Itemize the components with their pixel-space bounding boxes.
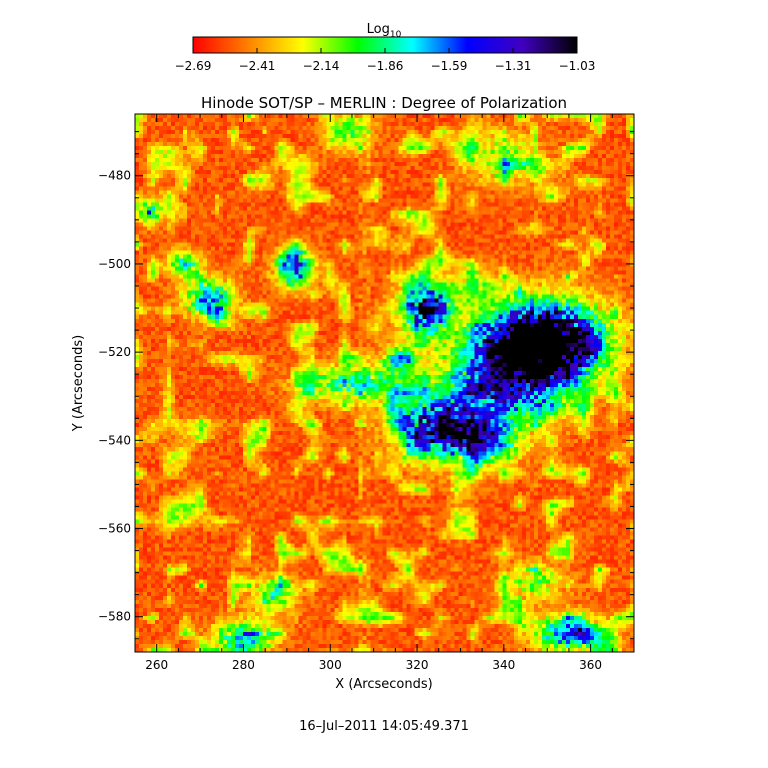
colorbar: Log10 −2.69 −2.41 −2.14 −1.86 −1.59 −1.31 −1.0… <box>175 22 596 73</box>
colorbar-label-subscript: 10 <box>390 30 402 40</box>
chart-title: Hinode SOT/SP – MERLIN : Degree of Polar… <box>201 94 567 112</box>
timestamp: 16–Jul–2011 14:05:49.371 <box>299 719 469 734</box>
colorbar-label: Log10 <box>367 22 402 40</box>
y-tick-label: −500 <box>98 257 131 271</box>
x-tick-label: 340 <box>492 658 515 672</box>
y-axis-label: Y (Arcseconds) <box>71 335 86 432</box>
y-axis: −480 −500 −520 −540 −560 −580 <box>98 131 634 640</box>
plot-area <box>134 113 635 653</box>
colorbar-tick-label: −2.14 <box>303 59 340 73</box>
x-tick-label: 280 <box>232 658 255 672</box>
x-tick-label: 300 <box>319 658 342 672</box>
x-axis: 260 280 300 320 340 360 <box>134 114 635 672</box>
colorbar-tick-label: −1.31 <box>495 59 532 73</box>
x-axis-label: X (Arcseconds) <box>335 677 432 692</box>
y-tick-label: −540 <box>98 433 131 447</box>
y-tick-label: −520 <box>98 345 131 359</box>
y-tick-label: −560 <box>98 522 131 536</box>
colorbar-tick-label: −1.03 <box>559 59 596 73</box>
colorbar-tick-label: −1.86 <box>367 59 404 73</box>
colorbar-tick-label: −2.69 <box>175 59 212 73</box>
x-tick-label: 360 <box>579 658 602 672</box>
x-tick-label: 320 <box>406 658 429 672</box>
x-tick-label: 260 <box>145 658 168 672</box>
colorbar-ticks: −2.69 −2.41 −2.14 −1.86 −1.59 −1.31 −1.03 <box>175 48 596 73</box>
colorbar-tick-label: −1.59 <box>431 59 468 73</box>
plot-frame <box>134 113 635 653</box>
heatmap-image <box>135 114 634 652</box>
colorbar-tick-label: −2.41 <box>239 59 276 73</box>
y-tick-label: −580 <box>98 610 131 624</box>
y-tick-label: −480 <box>98 169 131 183</box>
